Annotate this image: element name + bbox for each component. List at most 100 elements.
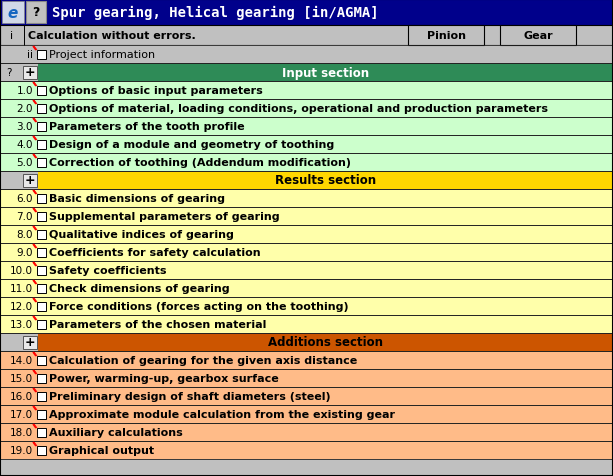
- Bar: [2, 2, 24, 24]
- Bar: [0, 369, 613, 387]
- Text: ii: ii: [27, 50, 33, 60]
- Bar: [0, 82, 613, 100]
- Bar: [37, 266, 46, 275]
- Text: 10.0: 10.0: [10, 266, 33, 276]
- Bar: [0, 261, 613, 279]
- Text: 17.0: 17.0: [10, 409, 33, 419]
- Text: 9.0: 9.0: [17, 248, 33, 258]
- Bar: [37, 230, 46, 239]
- Text: +: +: [25, 174, 36, 187]
- Bar: [0, 351, 613, 369]
- Bar: [0, 333, 613, 351]
- Bar: [0, 118, 613, 136]
- Text: Options of material, loading conditions, operational and production parameters: Options of material, loading conditions,…: [49, 104, 548, 114]
- Bar: [0, 405, 613, 423]
- Text: ?: ?: [32, 7, 40, 20]
- Text: 13.0: 13.0: [10, 319, 33, 329]
- Bar: [23, 336, 37, 349]
- Text: Project information: Project information: [49, 50, 155, 60]
- Bar: [0, 261, 613, 279]
- Text: Supplemental parameters of gearing: Supplemental parameters of gearing: [49, 211, 280, 221]
- Bar: [37, 320, 46, 329]
- Text: Pinion: Pinion: [427, 31, 465, 41]
- Text: 18.0: 18.0: [10, 427, 33, 437]
- Text: 1.0: 1.0: [17, 86, 33, 96]
- Bar: [0, 154, 613, 172]
- Text: 2.0: 2.0: [17, 104, 33, 114]
- Bar: [0, 387, 613, 405]
- Text: Correction of toothing (Addendum modification): Correction of toothing (Addendum modific…: [49, 158, 351, 168]
- Text: Results section: Results section: [275, 174, 376, 187]
- Bar: [0, 26, 613, 46]
- Text: 5.0: 5.0: [17, 158, 33, 168]
- Text: Coefficients for safety calculation: Coefficients for safety calculation: [49, 248, 261, 258]
- Text: Parameters of the chosen material: Parameters of the chosen material: [49, 319, 267, 329]
- Bar: [500, 26, 576, 46]
- Bar: [0, 189, 613, 208]
- Text: Calculation of gearing for the given axis distance: Calculation of gearing for the given axi…: [49, 355, 357, 365]
- Bar: [0, 315, 613, 333]
- Bar: [37, 302, 46, 311]
- Text: Additions section: Additions section: [268, 336, 383, 349]
- Bar: [37, 104, 46, 113]
- Bar: [0, 244, 613, 261]
- Bar: [0, 189, 613, 208]
- Bar: [0, 279, 613, 298]
- Bar: [0, 369, 613, 387]
- Bar: [0, 208, 613, 226]
- Bar: [0, 64, 613, 82]
- Text: i: i: [10, 31, 13, 41]
- Text: e: e: [8, 6, 18, 20]
- Bar: [37, 50, 46, 60]
- Text: Safety coefficients: Safety coefficients: [49, 266, 167, 276]
- Bar: [0, 0, 613, 26]
- Bar: [0, 172, 38, 189]
- Bar: [0, 333, 38, 351]
- Bar: [37, 410, 46, 418]
- Bar: [0, 405, 613, 423]
- Bar: [0, 298, 613, 315]
- Bar: [0, 64, 38, 82]
- Bar: [0, 64, 613, 82]
- Text: Preliminary design of shaft diameters (steel): Preliminary design of shaft diameters (s…: [49, 391, 330, 401]
- Bar: [0, 441, 613, 459]
- Text: Basic dimensions of gearing: Basic dimensions of gearing: [49, 194, 225, 204]
- Text: 12.0: 12.0: [10, 301, 33, 311]
- Bar: [408, 26, 484, 46]
- Text: 16.0: 16.0: [10, 391, 33, 401]
- Bar: [0, 46, 613, 64]
- Bar: [0, 387, 613, 405]
- Text: Calculation without errors.: Calculation without errors.: [28, 31, 196, 41]
- Text: 4.0: 4.0: [17, 140, 33, 149]
- Text: Options of basic input parameters: Options of basic input parameters: [49, 86, 263, 96]
- Bar: [0, 226, 613, 244]
- Text: Gear: Gear: [523, 31, 553, 41]
- Text: Check dimensions of gearing: Check dimensions of gearing: [49, 283, 230, 293]
- Bar: [0, 423, 613, 441]
- Bar: [0, 351, 613, 369]
- Text: Spur gearing, Helical gearing [in/AGMA]: Spur gearing, Helical gearing [in/AGMA]: [52, 6, 379, 20]
- Text: Power, warming-up, gearbox surface: Power, warming-up, gearbox surface: [49, 373, 279, 383]
- Bar: [0, 226, 613, 244]
- Text: 3.0: 3.0: [17, 122, 33, 132]
- Text: 8.0: 8.0: [17, 229, 33, 239]
- Bar: [0, 244, 613, 261]
- Bar: [37, 427, 46, 436]
- Text: 14.0: 14.0: [10, 355, 33, 365]
- Bar: [0, 172, 613, 189]
- Bar: [0, 100, 613, 118]
- Text: +: +: [25, 66, 36, 79]
- Bar: [37, 392, 46, 401]
- Bar: [23, 174, 37, 187]
- Bar: [37, 374, 46, 383]
- Bar: [37, 284, 46, 293]
- Bar: [37, 356, 46, 365]
- Bar: [37, 248, 46, 257]
- Text: Graphical output: Graphical output: [49, 445, 154, 455]
- Bar: [37, 212, 46, 221]
- Text: Design of a module and geometry of toothing: Design of a module and geometry of tooth…: [49, 140, 334, 149]
- Bar: [37, 158, 46, 167]
- Bar: [0, 279, 613, 298]
- Bar: [37, 194, 46, 203]
- Text: Force conditions (forces acting on the toothing): Force conditions (forces acting on the t…: [49, 301, 349, 311]
